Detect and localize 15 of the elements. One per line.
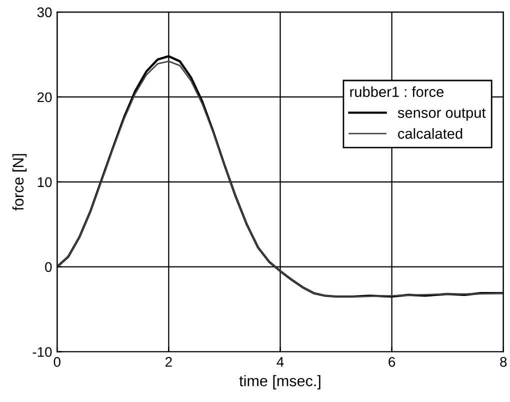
- legend-title: rubber1 : force: [350, 86, 444, 98]
- y-tick-label: 10: [38, 177, 52, 188]
- x-axis-title: time [msec.]: [239, 375, 320, 390]
- y-tick-label: -10: [32, 347, 52, 357]
- x-tick-label: 2: [166, 356, 172, 367]
- legend-label: sensor output: [398, 108, 486, 121]
- x-tick-label: 8: [500, 356, 507, 367]
- y-tick-label: 30: [37, 7, 52, 18]
- x-tick-label: 4: [276, 357, 284, 367]
- y-tick-label: 20: [38, 92, 52, 102]
- x-tick-label: 0: [54, 356, 60, 367]
- y-axis-title: force [N]: [12, 154, 27, 211]
- x-tick-label: 6: [388, 356, 396, 367]
- y-tick-label: 0: [45, 262, 52, 272]
- legend-label: calcalated: [398, 128, 462, 139]
